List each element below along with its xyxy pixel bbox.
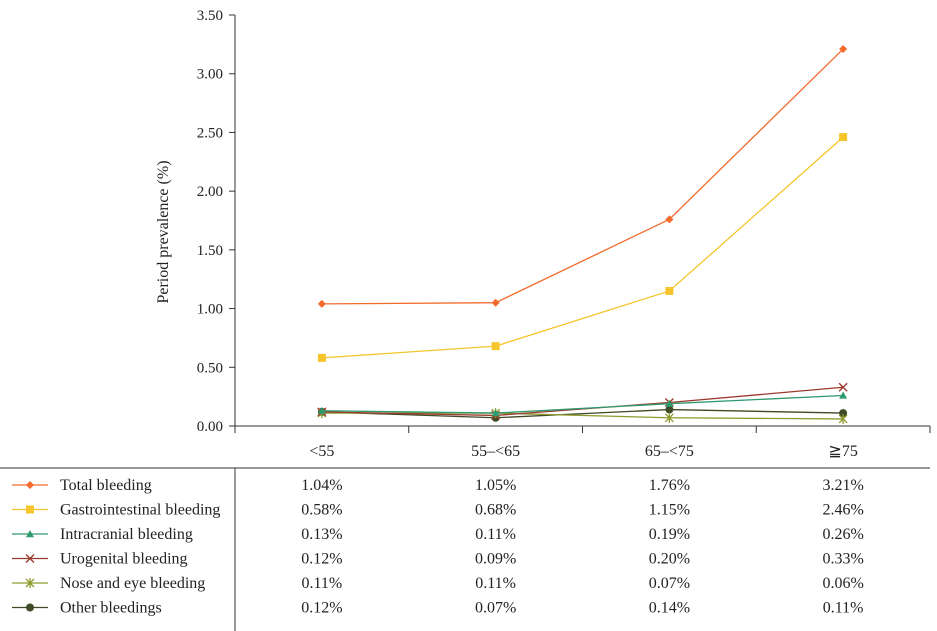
legend-label: Total bleeding [60,477,152,494]
data-point [838,382,848,392]
table-cell: 0.12% [301,551,342,568]
table-cell: 0.13% [301,526,342,543]
y-tick-label: 1.00 [197,302,223,318]
y-tick-label: 3.50 [197,8,223,24]
table-cell: 0.11% [475,526,516,543]
y-axis-label: Period prevalence (%) [155,160,172,303]
data-point [665,399,674,407]
table-cell: 0.68% [475,502,516,519]
series-line-0 [321,48,844,305]
data-point [664,412,674,423]
legend-marker [26,530,34,538]
table-row: Other bleedings 0.12% 0.07% 0.14% 0.11% [12,600,863,617]
table-cell: 0.11% [475,575,516,592]
y-tick-label: 0.50 [197,360,223,376]
table-cell: 1.15% [649,502,690,519]
table-cell: 1.04% [301,477,342,494]
table-cell: 0.58% [301,502,342,519]
y-tick-label: 0.00 [197,419,223,435]
data-point [665,405,674,414]
table-cell: 1.76% [649,477,690,494]
table-cell: 0.06% [822,575,863,592]
data-point [491,409,500,417]
table-cell: 0.12% [301,600,342,617]
x-tick-label: <55 [309,443,334,460]
series-line-5 [321,408,844,419]
y-tick-label: 2.00 [197,184,223,200]
table-cell: 0.09% [475,551,516,568]
table-cell: 0.07% [475,600,516,617]
legend-label: Intracranial bleeding [60,526,193,543]
legend-marker [26,505,34,514]
data-point [839,45,848,54]
table-row: Total bleeding 1.04% 1.05% 1.76% 3.21% [12,477,864,494]
plot-area [317,45,848,424]
legend-label: Nose and eye bleeding [60,575,205,592]
x-tick-label: 55–<65 [471,443,520,460]
table-row: Urogenital bleeding 0.12% 0.09% 0.20% 0.33% [12,551,864,568]
data-point [665,215,674,224]
data-point [665,286,674,295]
data-point [491,298,500,307]
x-tick-label: ≧75 [828,443,857,460]
table-cell: 0.19% [649,526,690,543]
legend-label: Gastrointestinal bleeding [60,502,220,519]
table-cell: 3.21% [822,477,863,494]
table-cell: 1.05% [475,477,516,494]
table-cell: 2.46% [822,502,863,519]
table-row: Nose and eye bleeding 0.11% 0.11% 0.07% 0.06… [12,575,864,592]
table-row: Intracranial bleeding 0.13% 0.11% 0.19% 0.26… [12,526,864,543]
legend-marker [26,603,34,612]
legend-label: Other bleedings [60,600,162,617]
data-point [317,406,326,414]
data-point [838,413,848,424]
table-cell: 0.07% [649,575,690,592]
series-line-1 [321,136,844,359]
y-tick-label: 3.00 [197,67,223,83]
data-point [839,409,848,418]
data-point [839,133,848,142]
y-tick-label: 2.50 [197,125,223,141]
legend-marker [26,481,34,489]
table-row: Gastrointestinal bleeding 0.58% 0.68% 1.15%… [12,502,864,519]
legend-marker [25,554,35,563]
table-cell: 0.20% [649,551,690,568]
axes: 0.00 0.50 1.00 1.50 2.00 2.50 3.00 3.50 <55 55–<6… [197,8,931,460]
y-tick-label: 1.50 [197,243,223,259]
legend-marker [25,578,35,588]
table-cell: 0.11% [823,600,864,617]
data-point [317,353,326,362]
data-table: Total bleeding 1.04% 1.05% 1.76% 3.21% Gastro… [0,467,930,631]
x-tick-label: 65–<75 [645,443,694,460]
legend-label: Urogenital bleeding [60,551,188,568]
data-point [839,391,848,399]
data-point [317,299,326,308]
table-cell: 0.11% [302,575,343,592]
series-line-2 [321,394,844,414]
table-cell: 0.33% [822,551,863,568]
data-point [491,342,500,351]
table-cell: 0.14% [649,600,690,617]
table-cell: 0.26% [822,526,863,543]
